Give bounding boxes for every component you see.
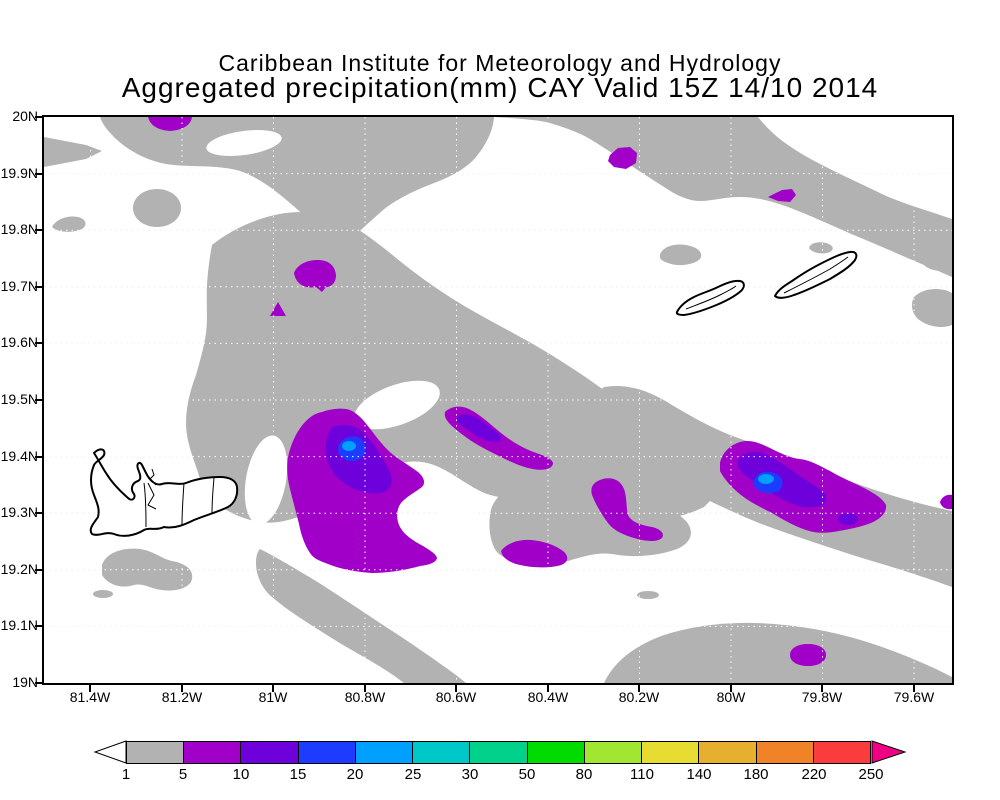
y-axis-tick	[35, 173, 42, 175]
island-outlines	[89, 250, 858, 537]
grand-cayman-outline	[89, 448, 239, 537]
x-axis-tick	[272, 685, 274, 692]
cayman-brac-inner-line	[783, 256, 849, 294]
y-axis-label: 19.9N	[0, 165, 38, 181]
legend-tick-label: 110	[630, 766, 654, 783]
y-axis-tick	[35, 399, 42, 401]
y-axis-label: 19.4N	[0, 448, 38, 464]
page-title: Caribbean Institute for Meteorology and …	[218, 50, 782, 76]
legend-tick-label: 80	[575, 766, 593, 783]
legend-tick-label: 20	[346, 766, 364, 783]
x-axis-label: 79.8W	[801, 689, 843, 705]
legend-left-arrow	[93, 740, 127, 764]
legend-box-80-110	[583, 742, 642, 763]
legend-tick-label: 1	[121, 766, 131, 783]
legend-tick-label: 25	[404, 766, 422, 783]
x-axis-tick	[364, 685, 366, 692]
y-axis-tick	[35, 116, 42, 118]
legend-box-110-140	[641, 742, 699, 763]
legend-box-5-10	[183, 742, 241, 763]
y-axis-tick	[35, 342, 42, 344]
legend-tick-label: 50	[518, 766, 536, 783]
x-axis-label: 80.8W	[344, 689, 386, 705]
page-subtitle: Aggregated precipitation(mm) CAY Valid 1…	[121, 72, 879, 103]
shade-holes	[206, 129, 591, 558]
legend-tick-label: 180	[743, 766, 769, 783]
y-axis-label: 19.7N	[0, 278, 38, 294]
legend-box-180-220	[755, 742, 813, 763]
x-axis-label: 80.6W	[435, 689, 477, 705]
legend-tick-label: 30	[461, 766, 479, 783]
legend-box-220-250	[812, 742, 871, 763]
y-axis-label: 19.5N	[0, 391, 38, 407]
y-axis-label: 19.3N	[0, 504, 38, 520]
y-axis-tick	[35, 286, 42, 288]
legend-right-arrow	[871, 740, 907, 764]
legend-box-25-30	[412, 742, 470, 763]
map-plot-area	[42, 115, 954, 685]
legend-box-20-25	[354, 742, 413, 763]
y-axis-tick	[35, 682, 42, 684]
legend-box-30-50	[469, 742, 527, 763]
x-axis-tick	[730, 685, 732, 692]
y-axis-label: 19.8N	[0, 221, 38, 237]
x-axis-label: 81W	[258, 689, 288, 705]
cayman-brac-outline	[774, 250, 858, 299]
grid-lines-over-shading	[44, 117, 952, 683]
legend-box-140-180	[698, 742, 756, 763]
x-axis-tick	[181, 685, 183, 692]
y-axis-label: 19.2N	[0, 561, 38, 577]
legend-tick-label: 5	[178, 766, 188, 783]
y-axis-label: 19N	[12, 674, 38, 690]
legend-color-bar	[126, 741, 871, 764]
x-axis-label: 80.4W	[527, 689, 569, 705]
y-axis-label: 19.6N	[0, 334, 38, 350]
grand-cayman-district-lines	[143, 468, 215, 528]
legend-tick-label: 140	[686, 766, 712, 783]
legend-tick-label: 15	[289, 766, 307, 783]
y-axis-tick	[35, 456, 42, 458]
x-axis-label: 80W	[716, 689, 746, 705]
legend-box-50-80	[526, 742, 584, 763]
x-axis-tick	[913, 685, 915, 692]
y-axis-label: 20N	[12, 108, 38, 124]
legend-box-10-15	[240, 742, 298, 763]
x-axis-label: 81.2W	[161, 689, 203, 705]
y-axis-tick	[35, 569, 42, 571]
legend-tick-label: 220	[801, 766, 827, 783]
x-axis-label: 79.6W	[893, 689, 935, 705]
x-axis-tick	[89, 685, 91, 692]
little-cayman-inner-line	[685, 285, 737, 310]
shade-region-20-25mm	[342, 441, 774, 484]
x-axis-label: 80.2W	[618, 689, 660, 705]
precipitation-contour-map	[44, 117, 952, 683]
y-axis-tick	[35, 229, 42, 231]
x-axis-label: 81.4W	[69, 689, 111, 705]
legend-tick-label: 10	[232, 766, 250, 783]
legend-box-15-20	[297, 742, 355, 763]
legend-tick-label: 250	[858, 766, 884, 783]
y-axis-label: 19.1N	[0, 617, 38, 633]
y-axis-tick	[35, 625, 42, 627]
x-axis-tick	[638, 685, 640, 692]
x-axis-tick	[547, 685, 549, 692]
legend-box-1-5	[127, 742, 184, 763]
x-axis-tick	[455, 685, 457, 692]
y-axis-tick	[35, 512, 42, 514]
x-axis-tick	[821, 685, 823, 692]
